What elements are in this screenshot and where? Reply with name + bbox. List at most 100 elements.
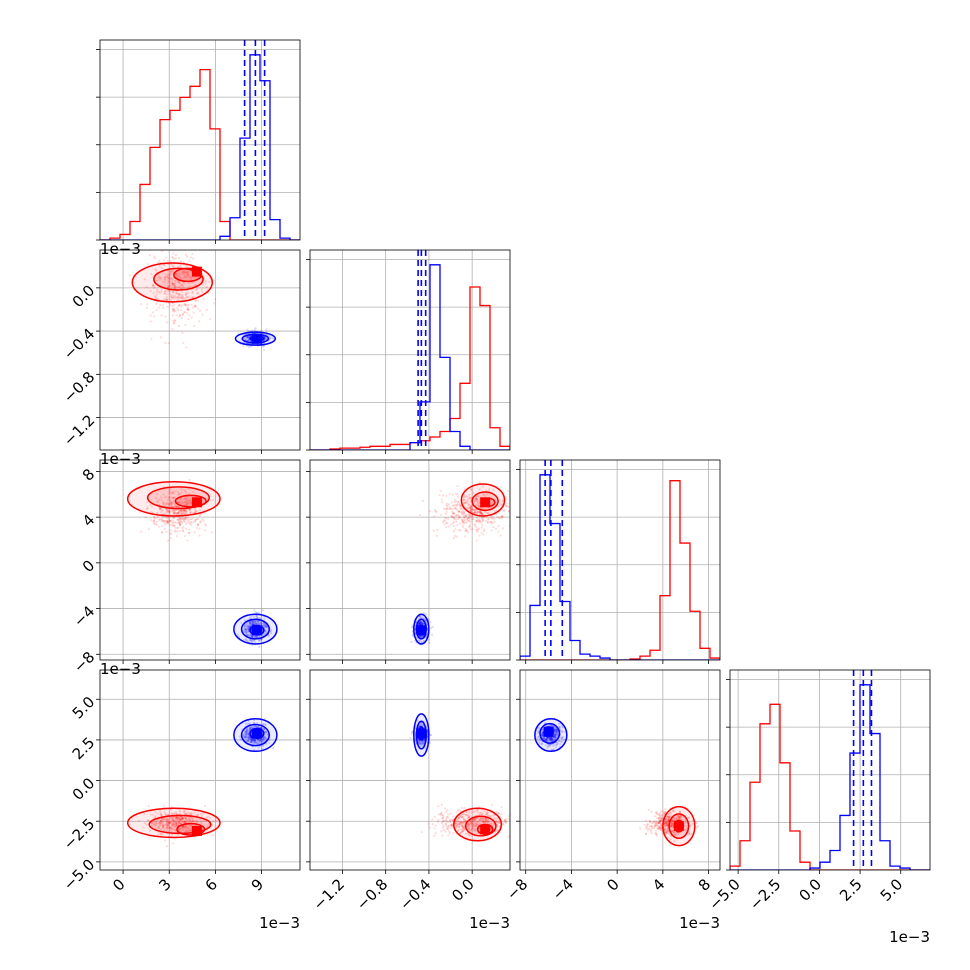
scatter-point xyxy=(506,502,509,505)
scatter-point xyxy=(527,816,529,818)
scatter-point xyxy=(176,280,179,283)
scatter-point xyxy=(157,525,160,528)
scatter-point xyxy=(500,813,503,816)
scatter-point xyxy=(441,494,445,497)
scatter-point xyxy=(190,303,193,306)
scatter-point xyxy=(161,531,164,534)
scatter-point xyxy=(207,280,211,283)
scatter-point xyxy=(254,327,257,330)
scatter-point xyxy=(445,494,448,497)
scatter-point xyxy=(444,822,447,825)
scatter-point xyxy=(158,264,161,267)
scatter-point xyxy=(172,283,175,286)
scatter-point xyxy=(171,255,174,259)
scatter-point xyxy=(472,517,475,520)
scatter-point xyxy=(181,295,184,298)
scatter-point xyxy=(174,253,177,257)
scatter-point xyxy=(170,277,174,281)
scatter-point xyxy=(175,314,178,317)
scatter-point xyxy=(150,337,153,340)
scatter-point xyxy=(504,820,507,823)
scatter-point xyxy=(178,516,182,519)
scatter-point xyxy=(247,345,250,348)
scatter-point xyxy=(452,530,456,533)
scatter-point xyxy=(648,819,651,823)
scatter-point xyxy=(169,537,172,540)
scatter-point xyxy=(175,535,179,538)
scatter-point xyxy=(180,283,184,286)
scatter-point xyxy=(452,521,455,525)
scatter-point xyxy=(179,287,182,290)
scatter-point xyxy=(436,820,439,824)
scatter-point xyxy=(178,529,181,532)
scatter-point xyxy=(211,833,214,837)
scatter-point xyxy=(151,283,154,287)
scatter-point xyxy=(439,513,442,517)
scatter-point xyxy=(469,527,472,531)
scatter-point xyxy=(169,298,173,301)
scatter-point xyxy=(477,517,481,521)
scatter-point xyxy=(528,816,530,818)
scatter-point xyxy=(153,286,156,290)
scatter-point xyxy=(155,308,158,312)
scatter-point xyxy=(190,316,193,319)
scatter-point xyxy=(490,803,494,806)
scatter-point xyxy=(155,302,158,305)
scatter-point xyxy=(153,522,156,525)
scatter-point xyxy=(470,518,473,521)
scatter-point xyxy=(178,276,182,279)
scatter-point xyxy=(151,311,154,314)
scatter-point xyxy=(433,834,436,837)
scatter-point xyxy=(447,813,450,816)
scatter-point xyxy=(462,512,465,515)
scatter-point xyxy=(181,313,185,316)
scatter-point xyxy=(463,535,467,538)
scatter-point xyxy=(500,805,503,809)
scatter-point xyxy=(162,246,164,248)
scatter-point xyxy=(191,306,194,309)
scatter-point xyxy=(172,310,176,313)
scatter-point xyxy=(176,292,179,295)
scatter-point xyxy=(440,830,443,833)
scatter-point xyxy=(441,826,445,829)
scatter-point xyxy=(654,815,657,818)
scatter-point xyxy=(466,519,469,522)
scatter-point xyxy=(452,815,455,818)
scatter-point xyxy=(193,305,196,308)
scatter-point xyxy=(172,252,175,255)
scatter-point xyxy=(149,314,152,317)
scatter-point xyxy=(171,524,174,527)
scatter-point xyxy=(160,314,163,317)
scatter-point xyxy=(443,523,446,526)
scatter-point xyxy=(427,822,430,825)
scatter-point xyxy=(476,531,479,534)
scatter-point xyxy=(194,305,198,308)
scatter-point xyxy=(650,832,653,835)
scatter-point xyxy=(449,812,453,815)
scatter-point xyxy=(187,273,190,276)
scatter-point xyxy=(438,494,441,497)
scatter-point xyxy=(182,311,186,314)
scatter-point xyxy=(168,280,171,284)
scatter-point xyxy=(246,328,249,331)
scatter-point xyxy=(153,315,156,318)
scatter-point xyxy=(182,341,185,344)
scatter-point xyxy=(198,310,202,313)
scatter-point xyxy=(272,747,275,750)
scatter-point xyxy=(193,304,197,307)
scatter-point xyxy=(165,845,169,848)
scatter-point xyxy=(172,321,176,325)
scatter-point xyxy=(194,299,197,303)
scatter-point xyxy=(242,344,245,347)
scatter-point xyxy=(176,307,179,310)
scatter-point xyxy=(171,296,174,299)
scatter-point xyxy=(490,529,493,532)
scatter-point xyxy=(187,309,190,312)
scatter-point xyxy=(164,290,167,293)
scatter-point xyxy=(153,295,156,298)
scatter-point xyxy=(500,517,503,520)
scatter-point xyxy=(174,294,177,298)
scatter-point xyxy=(188,478,191,482)
scatter-point xyxy=(178,315,181,318)
scatter-point xyxy=(149,289,152,293)
